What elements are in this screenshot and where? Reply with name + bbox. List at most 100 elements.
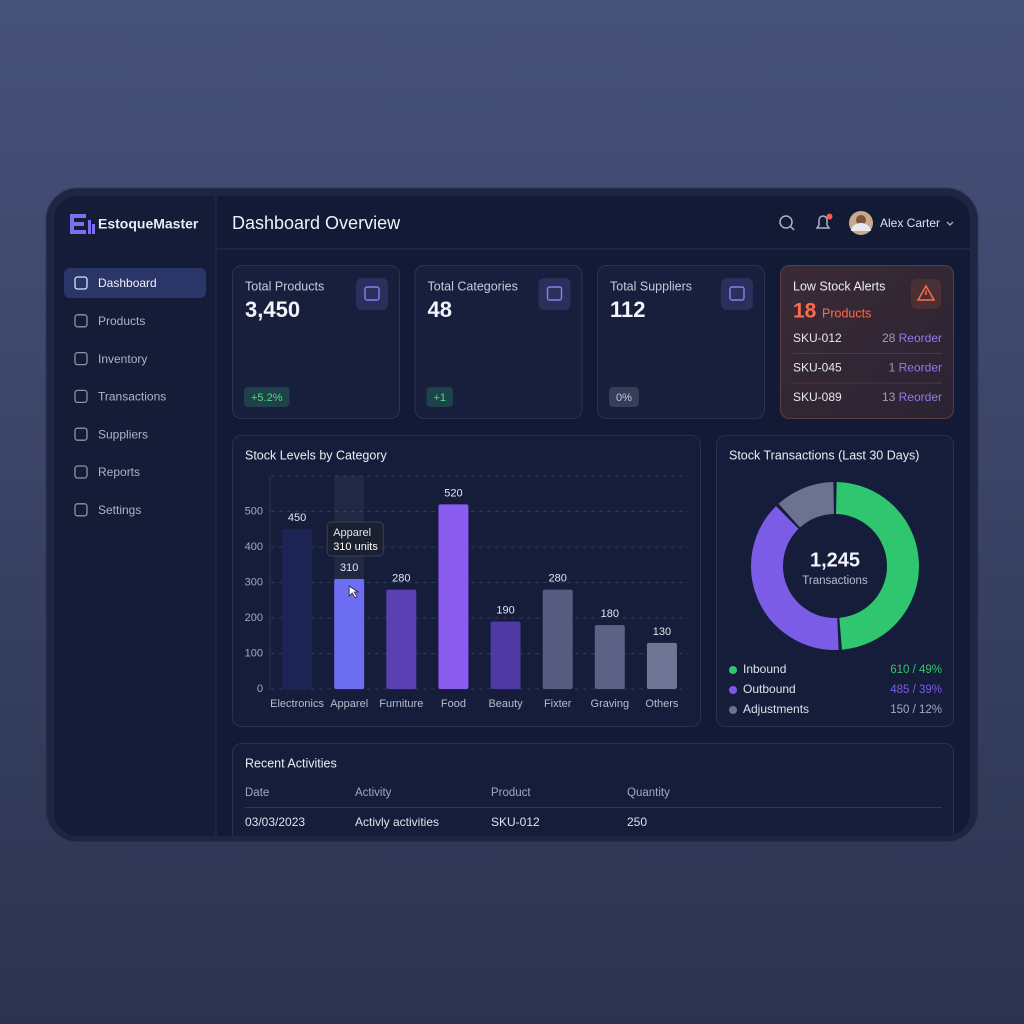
legend-label: Adjustments — [743, 702, 809, 716]
stat-icon-box — [356, 278, 388, 310]
user-name[interactable]: Alex Carter — [880, 216, 940, 230]
brand-logo — [70, 214, 95, 234]
alert-row: 28 Reorder — [882, 331, 942, 345]
y-tick-label: 400 — [245, 541, 263, 553]
stat-label: Total Products — [245, 279, 324, 293]
x-tick-label: Graving — [591, 698, 630, 710]
alert-action[interactable]: Reorder — [899, 361, 942, 375]
alert-sku: SKU-045 — [793, 361, 842, 375]
alert-sku: SKU-012 — [793, 331, 842, 345]
alert-qty: 1 — [889, 361, 896, 375]
donut-center-label: Transactions — [802, 575, 868, 587]
bar[interactable] — [594, 625, 625, 689]
nav-item[interactable]: Reports — [98, 465, 140, 479]
y-tick-label: 100 — [245, 647, 263, 659]
donut-segment[interactable] — [835, 482, 919, 650]
avatar[interactable] — [849, 211, 873, 235]
donut-segment[interactable] — [778, 482, 835, 528]
x-tick-label: Others — [645, 698, 679, 710]
alert-count: 18 — [793, 300, 817, 323]
table-cell: 03/03/2023 — [245, 815, 305, 829]
legend-label: Outbound — [743, 682, 796, 696]
nav-item[interactable]: Dashboard — [98, 276, 157, 290]
nav-item[interactable]: Products — [98, 314, 145, 328]
x-tick-label: Food — [441, 698, 466, 710]
data-label: 130 — [653, 626, 671, 638]
search-icon[interactable] — [779, 215, 795, 231]
x-tick-label: Apparel — [330, 698, 368, 710]
donut-segment[interactable] — [751, 506, 839, 650]
app: EstoqueMaster Dashboard Overview Alex Ca… — [54, 196, 970, 836]
x-tick-label: Beauty — [488, 698, 523, 710]
section-title: Recent Activities — [245, 756, 337, 770]
column-header: Date — [245, 787, 269, 799]
stat-value: 48 — [428, 297, 452, 322]
stat-icon — [729, 286, 745, 301]
legend-value: 610 / 49% — [890, 664, 942, 676]
data-label: 280 — [392, 573, 410, 585]
y-tick-label: 300 — [245, 576, 263, 588]
nav-item[interactable]: Suppliers — [98, 427, 148, 441]
alert-action[interactable]: Reorder — [899, 390, 942, 404]
nav-icon — [74, 351, 88, 366]
bar[interactable] — [282, 529, 313, 689]
legend-dot — [729, 666, 737, 674]
x-tick-label: Fixter — [544, 698, 572, 710]
legend-label: Inbound — [743, 662, 786, 676]
tooltip-title: Apparel — [333, 527, 371, 539]
alert-qty: 13 — [882, 390, 896, 404]
stat-icon — [546, 286, 563, 301]
table-cell: SKU-012 — [491, 815, 540, 829]
bar[interactable] — [334, 578, 365, 689]
stat-badge — [244, 387, 290, 407]
column-header: Quantity — [627, 787, 670, 799]
stat-badge — [609, 387, 639, 407]
legend-dot — [729, 686, 737, 694]
data-label: 190 — [496, 604, 514, 616]
x-tick-label: Furniture — [379, 698, 423, 710]
nav-icon — [74, 276, 88, 290]
bar[interactable] — [386, 589, 417, 689]
data-label: 180 — [601, 608, 619, 620]
stat-value: 3,450 — [245, 297, 300, 322]
stat-value: 112 — [610, 297, 646, 322]
table-cell: 250 — [627, 815, 647, 829]
bar[interactable] — [438, 504, 469, 689]
alert-action[interactable]: Reorder — [899, 331, 942, 345]
data-label: 520 — [444, 487, 462, 499]
legend-dot — [729, 706, 737, 714]
stat-change: +5.2% — [251, 392, 283, 404]
brand-name: EstoqueMaster — [98, 216, 199, 232]
stat-label: Total Categories — [428, 279, 518, 293]
bar[interactable] — [646, 642, 677, 689]
nav-icon — [74, 389, 88, 404]
activities-panel — [232, 743, 954, 836]
user-menu-caret[interactable] — [946, 221, 954, 226]
nav-icon — [74, 427, 88, 441]
nav-icon — [74, 465, 88, 479]
data-label: 310 — [340, 562, 358, 574]
stat-label: Total Suppliers — [610, 279, 692, 293]
nav-icon — [74, 503, 88, 517]
legend-value: 485 / 39% — [890, 684, 942, 696]
stat-change: +1 — [434, 392, 447, 404]
page-title: Dashboard Overview — [232, 213, 401, 233]
legend-value: 150 / 12% — [890, 704, 942, 716]
nav-item[interactable]: Transactions — [98, 390, 166, 404]
tooltip — [326, 521, 384, 557]
alert-qty: 28 — [882, 331, 896, 345]
notification-icon[interactable] — [815, 213, 833, 229]
bar[interactable] — [490, 621, 521, 689]
nav-active-bg — [64, 268, 206, 298]
y-tick-label: 0 — [257, 683, 263, 695]
nav-item[interactable]: Inventory — [98, 352, 147, 366]
cursor — [348, 585, 360, 599]
alert-row: 13 Reorder — [882, 390, 942, 404]
stat-change: 0% — [616, 392, 632, 404]
nav-item[interactable]: Settings — [98, 503, 141, 517]
column-header: Product — [491, 787, 531, 799]
bar[interactable] — [542, 589, 573, 689]
stat-icon-box — [538, 278, 571, 310]
